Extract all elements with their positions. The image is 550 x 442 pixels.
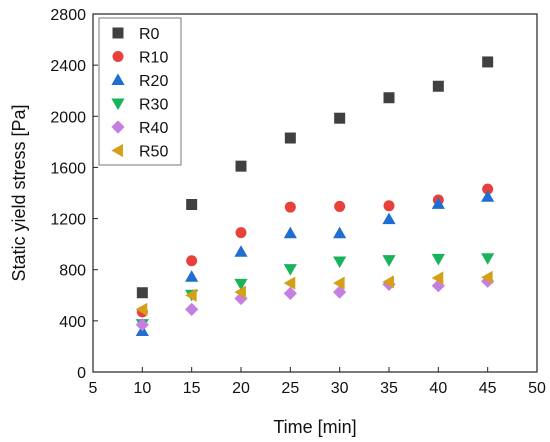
data-point-r0 <box>482 56 494 68</box>
data-point-r20 <box>481 190 495 202</box>
legend-label-r40: R40 <box>139 120 168 137</box>
legend-label-r10: R10 <box>139 50 168 67</box>
data-point-r10 <box>186 255 198 267</box>
legend-marker-r0 <box>112 27 124 39</box>
x-axis-title: Time [min] <box>273 417 356 437</box>
legend-label-r0: R0 <box>139 26 160 43</box>
data-point-r50 <box>431 271 444 285</box>
y-tick-label: 1200 <box>50 212 86 229</box>
legend-marker-r50 <box>111 143 123 158</box>
data-point-r50 <box>135 302 148 316</box>
data-point-r10 <box>284 201 296 213</box>
legend-marker-r20 <box>111 73 125 85</box>
data-point-r0 <box>284 132 296 144</box>
x-tick-label: 35 <box>380 380 398 397</box>
x-tick-label: 25 <box>281 380 299 397</box>
y-tick-label: 2400 <box>50 58 86 75</box>
data-point-r50 <box>234 285 246 299</box>
data-points <box>135 56 495 337</box>
legend-marker-r10 <box>112 51 124 62</box>
data-point-r30 <box>283 264 297 276</box>
data-point-r0 <box>186 199 198 211</box>
y-tick-label: 800 <box>59 263 86 280</box>
y-tick-label: 0 <box>77 365 86 382</box>
x-tick-label: 40 <box>429 380 447 397</box>
legend-label-r20: R20 <box>139 73 168 90</box>
x-tick-label: 5 <box>89 380 98 397</box>
data-point-r20 <box>234 245 248 257</box>
data-point-r10 <box>334 200 346 212</box>
legend-marker-r30 <box>111 98 125 111</box>
x-tick-label: 20 <box>232 380 250 397</box>
data-point-r40 <box>283 286 297 300</box>
x-tick-label: 10 <box>133 380 151 397</box>
y-tick-label: 2000 <box>50 109 86 126</box>
data-point-r50 <box>481 270 493 284</box>
data-point-r20 <box>185 270 199 282</box>
data-point-r50 <box>185 288 197 302</box>
data-point-r20 <box>283 226 297 239</box>
data-point-r50 <box>333 276 345 290</box>
x-tick-label: 30 <box>331 380 349 397</box>
data-point-r30 <box>382 255 396 267</box>
data-point-r50 <box>283 276 296 290</box>
legend-label-r50: R50 <box>139 144 168 161</box>
plot-frame <box>92 13 538 373</box>
data-point-r20 <box>333 226 347 239</box>
data-point-r40 <box>135 318 149 332</box>
x-tick-label: 15 <box>183 380 201 397</box>
y-tick-label: 400 <box>59 314 86 331</box>
data-point-r10 <box>482 183 494 195</box>
legend-box <box>98 17 182 166</box>
data-point-r40 <box>185 302 199 316</box>
data-point-r50 <box>382 275 394 289</box>
x-tick-label: 45 <box>479 380 497 397</box>
x-tick-label: 50 <box>528 380 546 397</box>
data-point-r30 <box>481 253 495 265</box>
data-point-r0 <box>136 287 148 299</box>
y-axis-title: Static yield stress [Pa] <box>9 104 29 281</box>
data-point-r10 <box>383 200 395 212</box>
legend: R0 R10 R20 R30 R40 R50 <box>98 17 182 166</box>
data-point-r0 <box>383 92 395 104</box>
data-point-r40 <box>234 291 248 306</box>
legend-label-r30: R30 <box>139 97 168 114</box>
data-point-r30 <box>333 256 347 269</box>
data-point-r30 <box>234 278 248 291</box>
data-point-r30 <box>431 253 445 266</box>
data-point-r0 <box>235 160 247 172</box>
data-point-r10 <box>235 227 247 239</box>
y-tick-label: 1600 <box>50 160 86 177</box>
y-tick-label: 2800 <box>50 7 86 24</box>
data-point-r0 <box>334 112 346 124</box>
data-point-r20 <box>382 212 396 225</box>
axis-ticks: 5 10 15 20 25 30 35 40 45 50 0 400 800 1200 1600 2000 24… <box>50 7 546 397</box>
data-point-r40 <box>431 279 445 293</box>
data-point-r20 <box>431 197 445 209</box>
data-point-r0 <box>432 80 444 92</box>
legend-marker-r40 <box>111 120 125 134</box>
